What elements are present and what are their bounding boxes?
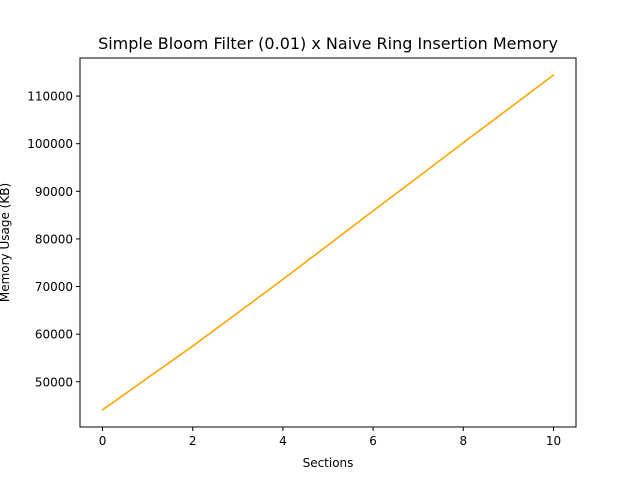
- plot-area: 0 2 4 6 8 10 50000 60000 70000 80000 90000 100000 11…: [27, 74, 561, 448]
- x-tick-label: 6: [369, 434, 377, 448]
- plot-frame: [79, 57, 577, 428]
- y-tick-label: 80000: [35, 232, 73, 246]
- y-tick-label: 100000: [27, 137, 73, 151]
- y-tick-label: 90000: [35, 185, 73, 199]
- y-tick-label: 70000: [35, 280, 73, 294]
- y-tick-label: 60000: [35, 328, 73, 342]
- y-tick-label: 110000: [27, 90, 73, 104]
- x-tick-label: 0: [99, 434, 107, 448]
- y-tick-label: 50000: [35, 375, 73, 389]
- x-tick-label: 8: [459, 434, 467, 448]
- x-axis-label: Sections: [303, 456, 354, 470]
- x-tick-label: 4: [279, 434, 287, 448]
- x-tick-label: 10: [546, 434, 561, 448]
- y-axis-label: Memory Usage (KB): [0, 183, 12, 302]
- chart-title: Simple Bloom Filter (0.01) x Naive Ring …: [98, 34, 558, 53]
- x-tick-label: 2: [189, 434, 197, 448]
- series-line-0: [101, 74, 555, 411]
